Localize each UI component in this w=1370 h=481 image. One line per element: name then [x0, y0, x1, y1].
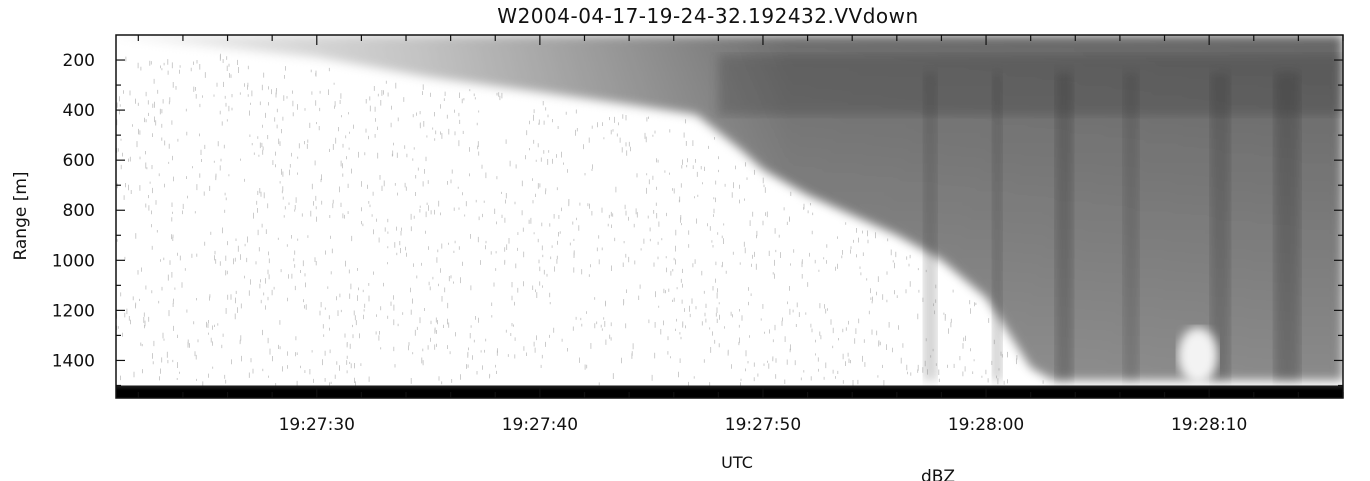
rain-shaft [1055, 72, 1074, 381]
x-tick-label: 19:27:40 [502, 415, 578, 435]
x-tick-label: 19:27:50 [725, 415, 801, 435]
noise-path [116, 53, 1044, 388]
y-tick-label: 400 [63, 101, 95, 121]
plot-frame [115, 34, 1344, 399]
y-tick-label: 1000 [52, 251, 95, 271]
colorbar-label: dBZ [921, 467, 955, 481]
precipitation-shading [718, 55, 1343, 384]
rain-shaft [1274, 72, 1301, 381]
x-axis-label: UTC [721, 453, 753, 472]
y-tick-labels: 200 400 600 800 1000 1200 1400 [52, 51, 95, 371]
rain-shaft [923, 72, 938, 381]
x-tick-label: 19:28:10 [1171, 415, 1247, 435]
y-tick-label: 1400 [52, 351, 95, 371]
y-tick-label: 800 [63, 201, 95, 221]
chart-title: W2004-04-17-19-24-32.192432.VVdown [497, 4, 918, 28]
x-tick-label: 19:28:00 [948, 415, 1024, 435]
ground-return-band [116, 385, 1343, 398]
noise-speckle [116, 53, 1044, 388]
axis-ticks [116, 35, 1344, 398]
x-tick-label: 19:27:30 [279, 415, 355, 435]
rain-shaft [992, 72, 1003, 381]
clear-pocket [1177, 327, 1218, 384]
y-tick-label: 200 [63, 51, 95, 71]
y-axis-label: Range [m] [11, 171, 31, 260]
rain-shaft [1210, 72, 1231, 381]
x-tick-labels: 19:27:30 19:27:40 19:27:50 19:28:00 19:28:10 [279, 415, 1248, 435]
y-tick-label: 600 [63, 151, 95, 171]
rain-shaft [1123, 72, 1140, 381]
y-tick-label: 1200 [52, 301, 95, 321]
dark-band [718, 55, 1343, 116]
plot-area [116, 35, 1343, 398]
